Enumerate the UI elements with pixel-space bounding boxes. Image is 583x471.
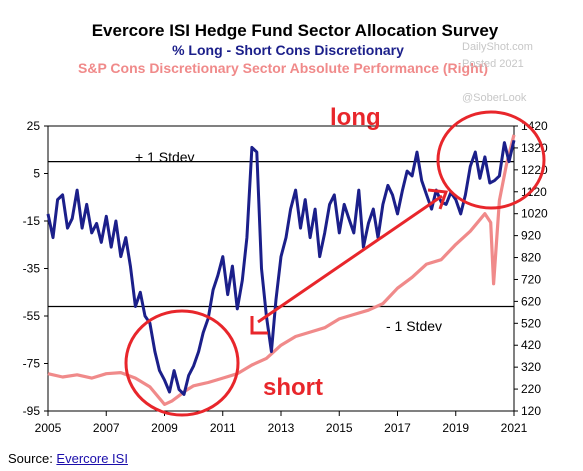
- y-right-tick-label: 120: [521, 404, 541, 418]
- y-left-tick-label: -55: [23, 309, 41, 323]
- x-tick-label: 2005: [35, 421, 62, 435]
- x-tick-label: 2017: [384, 421, 411, 435]
- x-tick-label: 2011: [210, 421, 236, 435]
- y-right-tick-label: 920: [521, 229, 541, 243]
- series-line-long-short: [46, 139, 516, 396]
- y-left-tick-label: 5: [33, 167, 40, 181]
- y-left-tick-label: -75: [23, 357, 41, 371]
- annotation-short: short: [263, 374, 323, 401]
- watermark-dailyshot: DailyShot.com: [462, 41, 533, 53]
- y-right-tick-label: 820: [521, 251, 541, 265]
- y-left-tick-label: -95: [23, 404, 41, 418]
- y-right-tick-label: 520: [521, 316, 541, 330]
- series-line-sp-performance: [47, 134, 516, 406]
- short-circle: [124, 309, 240, 417]
- y-right-tick-label: 720: [521, 272, 541, 286]
- x-tick-label: 2013: [268, 421, 295, 435]
- x-tick-label: 2007: [93, 421, 120, 435]
- y-left-tick-label: 25: [27, 119, 41, 133]
- annotation-arrowhead-lower: [250, 316, 268, 335]
- right-series-subtitle: S&P Cons Discretionary Sector Absolute P…: [78, 60, 488, 76]
- x-tick-label: 2021: [501, 421, 528, 435]
- x-tick-label: 2009: [151, 421, 178, 435]
- watermark-soberlook: @SoberLook: [462, 92, 527, 104]
- y-right-tick-label: 420: [521, 338, 541, 352]
- y-left-tick-label: -15: [23, 214, 41, 228]
- y-right-tick-label: 320: [521, 360, 541, 374]
- minus-stdev-label: - 1 Stdev: [386, 318, 442, 334]
- annotation-arrowhead-upper: [427, 188, 449, 210]
- source-note: Source: Evercore ISI: [8, 451, 128, 466]
- y-right-tick-label: 1420: [521, 119, 548, 133]
- y-right-tick-label: 620: [521, 294, 541, 308]
- y-right-tick-label: 1020: [521, 207, 548, 221]
- annotation-long: long: [330, 104, 381, 131]
- x-tick-label: 2019: [442, 421, 469, 435]
- y-right-tick-label: 220: [521, 382, 541, 396]
- chart-title: Evercore ISI Hedge Fund Sector Allocatio…: [92, 21, 499, 40]
- source-prefix: Source:: [8, 451, 57, 466]
- left-series-subtitle: % Long - Short Cons Discretionary: [172, 42, 404, 58]
- y-left-tick-label: -35: [23, 262, 41, 276]
- annotation-group: long short: [124, 104, 546, 417]
- watermark-posted: Posted 2021: [462, 58, 524, 70]
- x-tick-label: 2015: [326, 421, 353, 435]
- plus-stdev-label: + 1 Stdev: [135, 149, 195, 165]
- long-circle: [436, 110, 546, 210]
- annotation-arrow-line: [257, 194, 443, 324]
- source-link[interactable]: Evercore ISI: [56, 451, 128, 466]
